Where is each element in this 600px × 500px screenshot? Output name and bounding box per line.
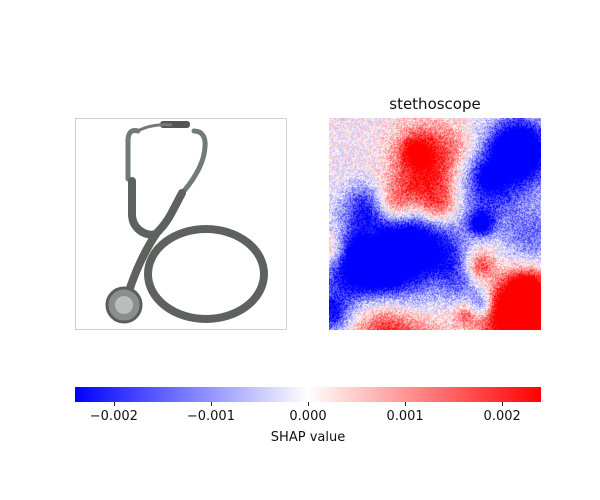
colorbar: −0.002 −0.001 0.000 0.001 0.002 SHAP value: [75, 387, 541, 447]
stethoscope-image: [76, 119, 286, 329]
colorbar-tick: [114, 402, 115, 406]
shap-heatmap: [329, 118, 541, 330]
colorbar-tick: [502, 402, 503, 406]
colorbar-tick-label: 0.002: [484, 409, 521, 424]
colorbar-tick: [405, 402, 406, 406]
colorbar-tick: [211, 402, 212, 406]
colorbar-tick-label: 0.000: [289, 409, 326, 424]
colorbar-tick: [308, 402, 309, 406]
colorbar-label: SHAP value: [75, 430, 541, 445]
shap-panel-title: stethoscope: [329, 95, 541, 113]
colorbar-tick-label: −0.001: [187, 409, 235, 424]
colorbar-tick-label: −0.002: [90, 409, 138, 424]
input-image-panel: [75, 118, 287, 330]
colorbar-gradient: [75, 387, 541, 402]
colorbar-tick-label: 0.001: [386, 409, 423, 424]
